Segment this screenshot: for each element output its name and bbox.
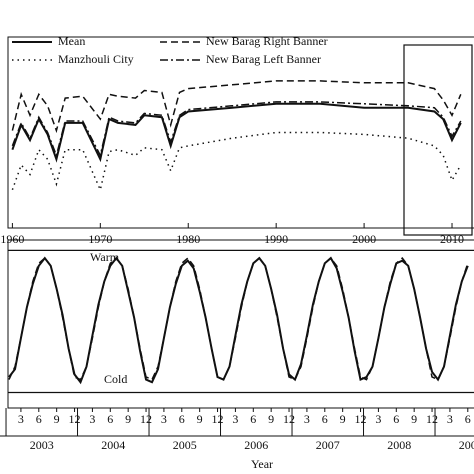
series-line: [11, 101, 462, 158]
x-tick-label: 6: [250, 412, 256, 426]
x-tick-label: 6: [393, 412, 399, 426]
year-label: 2006: [244, 438, 268, 452]
x-tick-label: 12: [69, 412, 81, 426]
x-tick-label: 6: [179, 412, 185, 426]
x-tick-label: 3: [161, 412, 167, 426]
year-label: 2003: [30, 438, 54, 452]
year-label: 2005: [173, 438, 197, 452]
year-label: 2009: [459, 438, 474, 452]
x-tick-label: 2000: [352, 232, 376, 246]
legend-label: Mean: [58, 34, 85, 48]
x-tick-label: 1980: [176, 232, 200, 246]
x-tick-label: 2010: [440, 232, 464, 246]
x-tick-label: 12: [140, 412, 152, 426]
x-tick-label: 1990: [264, 232, 288, 246]
legend-label: New Barag Right Banner: [206, 34, 328, 48]
x-tick-label: 9: [125, 412, 131, 426]
legend-label: Manzhouli City: [58, 52, 134, 66]
x-tick-label: 12: [283, 412, 295, 426]
x-tick-label: 9: [54, 412, 60, 426]
x-tick-label: 3: [18, 412, 24, 426]
x-axis-title: Year: [251, 457, 273, 471]
series-line: [11, 102, 462, 163]
x-tick-label: 6: [322, 412, 328, 426]
x-tick-label: 3: [447, 412, 453, 426]
year-label: 2007: [316, 438, 340, 452]
highlight-box: [403, 44, 473, 236]
year-label: 2008: [387, 438, 411, 452]
x-tick-label: 1970: [88, 232, 112, 246]
series-line: [11, 80, 462, 134]
reference-label: Cold: [104, 372, 127, 386]
series-line: [11, 131, 462, 193]
x-tick-label: 3: [89, 412, 95, 426]
x-tick-label: 9: [411, 412, 417, 426]
legend-label: New Barag Left Banner: [206, 52, 321, 66]
x-tick-label: 3: [375, 412, 381, 426]
x-tick-label: 6: [36, 412, 42, 426]
x-tick-label: 9: [268, 412, 274, 426]
x-tick-label: 12: [426, 412, 438, 426]
x-tick-label: 6: [107, 412, 113, 426]
top-frame: [7, 36, 474, 229]
x-tick-label: 3: [232, 412, 238, 426]
year-label: 2004: [101, 438, 125, 452]
x-tick-label: 6: [465, 412, 471, 426]
x-tick-label: 3: [304, 412, 310, 426]
x-tick-label: 9: [197, 412, 203, 426]
x-tick-label: 9: [340, 412, 346, 426]
x-tick-label: 12: [355, 412, 367, 426]
reference-label: Warm: [90, 250, 120, 264]
bottom-frame: [7, 239, 474, 409]
series-line: [8, 257, 469, 381]
x-tick-label: 12: [212, 412, 224, 426]
x-tick-label: 1960: [0, 232, 24, 246]
